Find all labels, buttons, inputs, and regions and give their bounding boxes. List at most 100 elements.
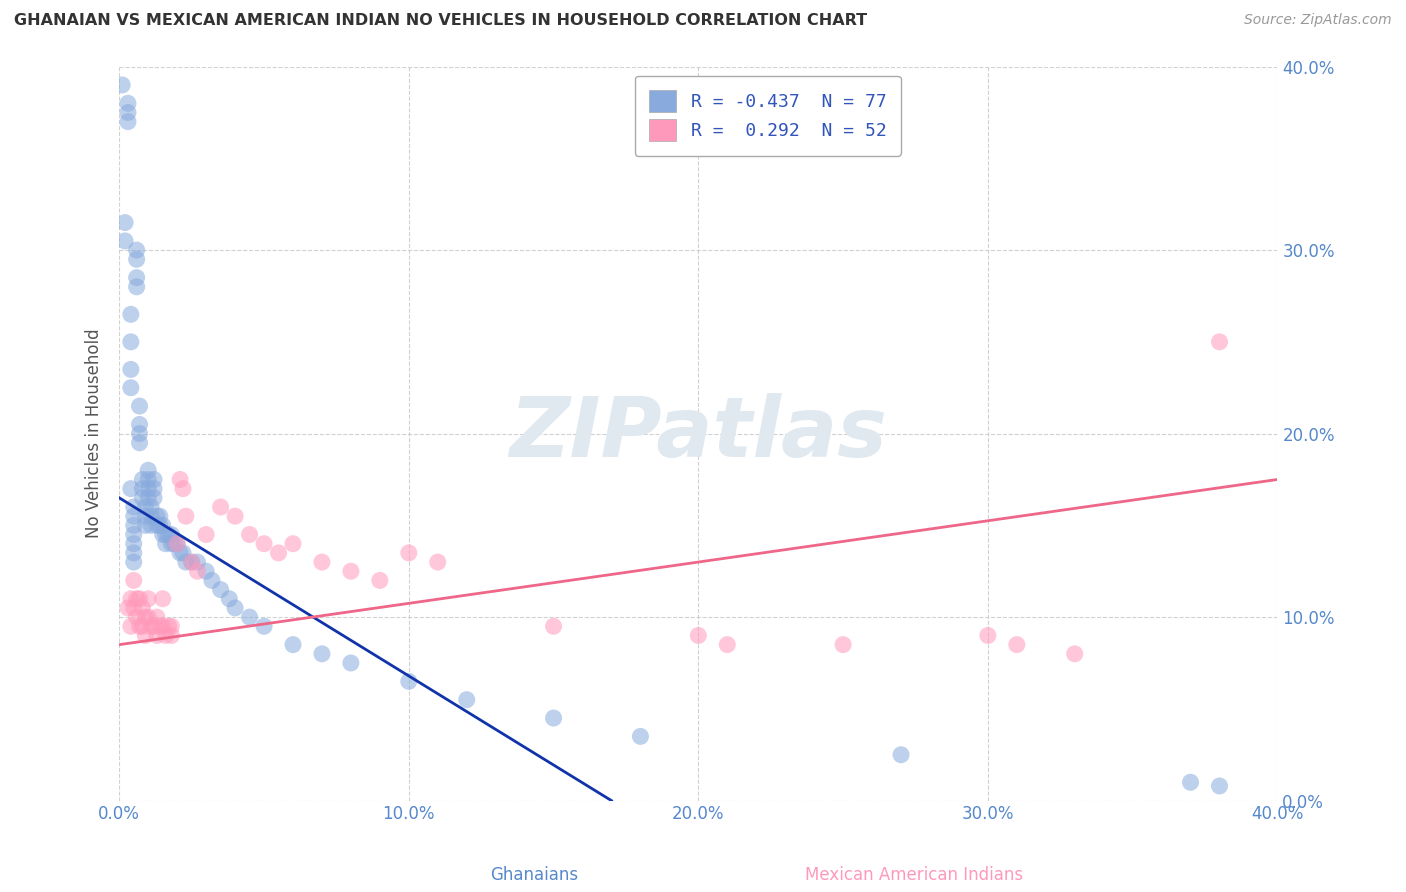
Point [1005, 638, 1028, 652]
Point [195, 564, 218, 578]
Point [125, 270, 148, 285]
Point [340, 656, 363, 670]
Point [224, 509, 246, 524]
Point [716, 638, 738, 652]
Point [134, 518, 156, 533]
Point [136, 591, 159, 606]
Text: Source: ZipAtlas.com: Source: ZipAtlas.com [1244, 13, 1392, 28]
Point [122, 500, 145, 514]
Point [340, 564, 363, 578]
Point [157, 527, 180, 541]
Point [143, 482, 166, 496]
Point [1180, 775, 1202, 789]
Point [131, 619, 153, 633]
Point [224, 601, 246, 615]
Point [139, 619, 162, 633]
Point [117, 601, 139, 615]
Point [139, 509, 162, 524]
Point [186, 555, 208, 569]
Point [134, 500, 156, 514]
Point [166, 537, 188, 551]
Point [218, 591, 240, 606]
Point [157, 619, 180, 633]
Point [120, 334, 142, 349]
Point [253, 619, 276, 633]
Point [174, 509, 197, 524]
Point [120, 381, 142, 395]
Point [160, 537, 183, 551]
Point [122, 546, 145, 560]
Legend: R = -0.437  N = 77, R =  0.292  N = 52: R = -0.437 N = 77, R = 0.292 N = 52 [634, 76, 901, 156]
Point [131, 473, 153, 487]
Point [128, 426, 150, 441]
Point [180, 555, 202, 569]
Point [146, 518, 169, 533]
Point [114, 234, 136, 248]
Text: ZIPatlas: ZIPatlas [509, 393, 887, 475]
Point [209, 582, 232, 597]
Point [1063, 647, 1085, 661]
Point [143, 491, 166, 505]
Text: GHANAIAN VS MEXICAN AMERICAN INDIAN NO VEHICLES IN HOUSEHOLD CORRELATION CHART: GHANAIAN VS MEXICAN AMERICAN INDIAN NO V… [14, 13, 868, 29]
Point [368, 574, 391, 588]
Point [120, 619, 142, 633]
Point [122, 574, 145, 588]
Point [136, 473, 159, 487]
Point [120, 362, 142, 376]
Point [281, 537, 304, 551]
Point [169, 546, 191, 560]
Point [125, 591, 148, 606]
Point [398, 674, 420, 689]
Point [128, 591, 150, 606]
Point [201, 574, 224, 588]
Point [149, 509, 172, 524]
Point [136, 463, 159, 477]
Point [114, 216, 136, 230]
Point [120, 591, 142, 606]
Point [152, 518, 174, 533]
Point [281, 638, 304, 652]
Point [195, 527, 218, 541]
Point [311, 555, 333, 569]
Point [134, 610, 156, 624]
Point [238, 527, 260, 541]
Point [152, 619, 174, 633]
Point [209, 500, 232, 514]
Point [977, 628, 1000, 642]
Point [136, 482, 159, 496]
Point [688, 628, 710, 642]
Point [122, 601, 145, 615]
Point [169, 473, 191, 487]
Point [111, 78, 134, 92]
Point [155, 628, 177, 642]
Point [131, 601, 153, 615]
Point [146, 509, 169, 524]
Point [146, 610, 169, 624]
Point [131, 482, 153, 496]
Point [125, 610, 148, 624]
Point [128, 435, 150, 450]
Point [117, 96, 139, 111]
Point [172, 482, 194, 496]
Point [160, 619, 183, 633]
Point [628, 730, 651, 744]
Point [131, 491, 153, 505]
Point [134, 628, 156, 642]
Point [122, 555, 145, 569]
Point [398, 546, 420, 560]
Text: Mexican American Indians: Mexican American Indians [804, 866, 1024, 884]
Point [134, 509, 156, 524]
Point [160, 527, 183, 541]
Point [128, 619, 150, 633]
Point [832, 638, 855, 652]
Point [543, 619, 565, 633]
Point [163, 537, 186, 551]
Point [120, 482, 142, 496]
Point [253, 537, 276, 551]
Point [890, 747, 912, 762]
Point [1208, 779, 1230, 793]
Point [149, 518, 172, 533]
Point [155, 537, 177, 551]
Point [152, 527, 174, 541]
Point [152, 591, 174, 606]
